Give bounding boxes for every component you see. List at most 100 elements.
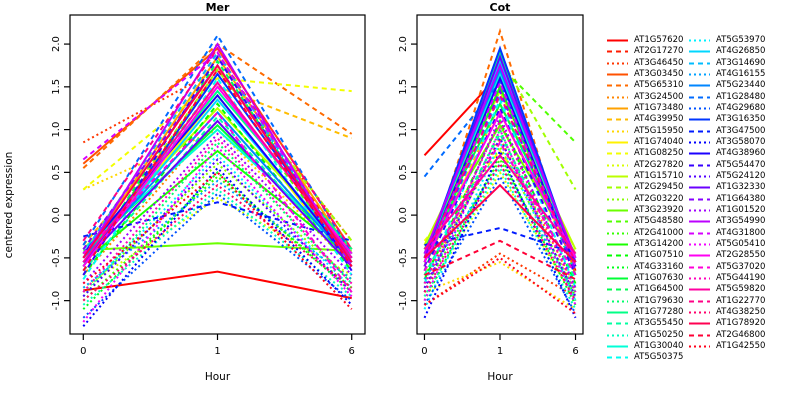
legend-item: AT2G27820 — [607, 160, 683, 171]
legend-gene-id: AT1G79630 — [634, 295, 684, 306]
legend-item: AT1G77280 — [607, 307, 683, 318]
legend-gene-id: AT3G03450 — [634, 69, 684, 80]
legend-gene-id: AT1G08250 — [634, 148, 684, 159]
legend-line-sample — [607, 62, 628, 65]
panel-title-cot: Cot — [489, 1, 511, 14]
legend-gene-id: AT5G65310 — [634, 80, 684, 91]
legend-item: AT5G59820 — [689, 284, 765, 295]
legend-gene-id: AT1G30040 — [634, 341, 684, 352]
series-line-cot — [423, 80, 577, 263]
x-tick-label: 6 — [349, 346, 355, 357]
legend-gene-id: AT3G23920 — [634, 205, 684, 216]
legend-item: AT2G46800 — [689, 330, 765, 341]
legend-item: AT1G73480 — [607, 103, 683, 114]
legend-item: AT4G39950 — [607, 114, 683, 125]
legend-line-sample — [689, 73, 710, 76]
legend-item: AT1G79630 — [607, 296, 683, 307]
legend-line-sample — [689, 198, 710, 201]
legend-item: AT3G23920 — [607, 205, 683, 216]
series-line-cot — [423, 148, 577, 319]
legend-gene-id: AT1G64380 — [716, 193, 766, 204]
legend-line-sample — [607, 356, 628, 359]
legend-line-sample — [689, 96, 710, 99]
x-axis-label-mer: Hour — [204, 371, 231, 383]
series-line-mer — [82, 119, 353, 268]
legend-gene-id: AT3G16350 — [716, 114, 766, 125]
legend-line-sample — [689, 243, 710, 246]
series-line-cot — [423, 170, 577, 302]
legend-item: AT4G33160 — [607, 262, 683, 273]
legend-gene-id: AT1G32330 — [716, 182, 766, 193]
legend-line-sample — [689, 141, 710, 144]
legend-gene-id: AT1G77280 — [634, 307, 684, 318]
series-line-mer — [82, 76, 353, 280]
series-line-cot — [423, 252, 576, 306]
series-line-mer — [82, 33, 353, 255]
series-line-cot — [423, 153, 577, 255]
y-tick-label: 1.5 — [51, 79, 62, 95]
series-line-mer — [82, 171, 353, 310]
legend-gene-id: AT2G29450 — [634, 182, 684, 193]
legend-line-sample — [689, 164, 710, 167]
legend-gene-id: AT4G29680 — [716, 103, 766, 114]
legend-gene-id: AT4G38960 — [716, 148, 766, 159]
legend-item: AT5G53970 — [689, 35, 765, 46]
legend-item: AT5G44190 — [689, 273, 765, 284]
legend-line-sample — [689, 118, 710, 121]
y-tick-label: -0.5 — [51, 248, 62, 268]
legend-item: AT3G55450 — [607, 318, 683, 329]
legend-line-sample — [689, 84, 710, 87]
legend-gene-id: AT1G01520 — [716, 205, 766, 216]
legend-line-sample — [607, 175, 628, 178]
y-tick-label: -0.5 — [398, 248, 409, 268]
legend-gene-id: AT2G27820 — [634, 159, 684, 170]
legend-line-sample — [607, 220, 628, 223]
series-line-mer — [82, 175, 353, 302]
legend-line-sample — [607, 198, 628, 201]
series-line-mer — [82, 51, 353, 263]
series-line-cot — [423, 140, 577, 310]
legend-item: AT1G28480 — [689, 92, 765, 103]
series-line-mer — [82, 68, 353, 242]
legend-line-sample — [607, 311, 628, 314]
legend-line-sample — [689, 311, 710, 314]
series-line-mer — [82, 46, 353, 250]
legend-gene-id: AT4G38250 — [716, 307, 766, 318]
legend-line-sample — [607, 39, 628, 42]
series-line-cot — [423, 114, 577, 293]
series-line-mer — [82, 67, 353, 272]
legend-item: AT2G41000 — [607, 228, 683, 239]
series-line-cot — [423, 127, 577, 306]
series-line-mer — [82, 89, 353, 259]
legend-item: AT2G03220 — [607, 194, 683, 205]
y-axis-label: centered expression — [3, 151, 15, 259]
legend-line-sample — [689, 266, 710, 269]
legend-gene-id: AT1G74040 — [634, 137, 684, 148]
y-tick-label: 2.0 — [398, 36, 409, 52]
legend-line-sample — [607, 334, 628, 337]
series-line-cot — [424, 261, 577, 311]
legend-gene-id: AT3G14690 — [716, 57, 766, 68]
series-line-mer — [82, 111, 353, 263]
legend-line-sample — [607, 254, 628, 257]
series-line-cot — [423, 101, 577, 267]
legend-gene-id: AT1G78920 — [716, 318, 766, 329]
y-tick-label: 1.0 — [398, 122, 409, 138]
legend-line-sample — [607, 96, 628, 99]
legend-item: AT1G57620 — [607, 35, 683, 46]
legend-item: AT1G08250 — [607, 148, 683, 159]
legend-gene-id: AT5G53970 — [716, 35, 766, 46]
legend-line-sample — [607, 186, 628, 189]
legend-item: AT1G64380 — [689, 194, 765, 205]
legend-line-sample — [607, 73, 628, 76]
legend-line-sample — [689, 334, 710, 337]
legend-gene-id: AT4G39950 — [634, 114, 684, 125]
legend-gene-id: AT2G17270 — [634, 46, 684, 57]
legend-item: AT2G28550 — [689, 250, 765, 261]
legend-line-sample — [689, 107, 710, 110]
legend-item: AT3G47500 — [689, 126, 765, 137]
legend-gene-id: AT1G15710 — [634, 171, 684, 182]
x-tick-label: 0 — [80, 346, 86, 357]
legend-gene-id: AT5G50375 — [634, 352, 684, 363]
